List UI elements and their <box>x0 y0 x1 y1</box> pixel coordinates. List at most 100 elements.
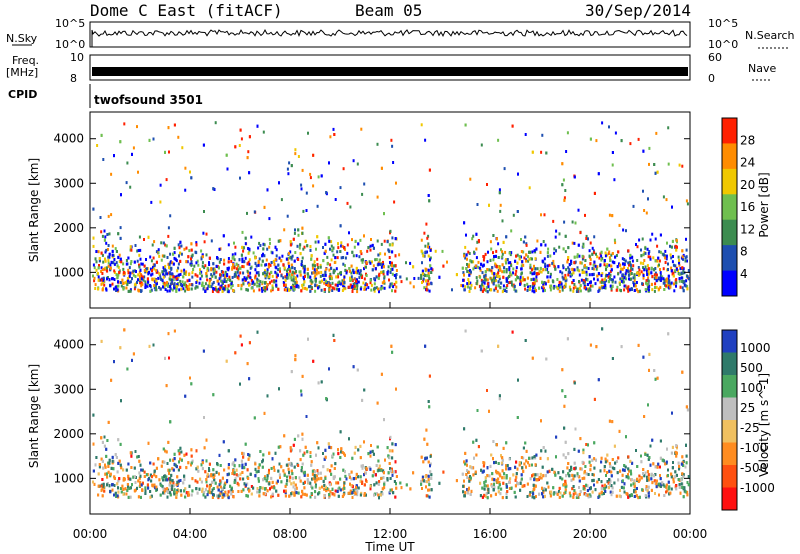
heatmap-cell <box>506 284 509 287</box>
heatmap-cell <box>342 262 345 266</box>
heatmap-cell <box>195 251 198 255</box>
heatmap-cell <box>470 283 473 287</box>
heatmap-cell <box>192 268 195 271</box>
heatmap-cell <box>420 238 423 242</box>
heatmap-cell <box>382 265 385 269</box>
heatmap-cell <box>524 287 527 291</box>
nave-label: Nave <box>748 62 776 75</box>
heatmap-cell <box>393 200 396 204</box>
heatmap-cell <box>668 279 671 283</box>
heatmap-cell <box>179 273 182 276</box>
heatmap-cell <box>646 272 649 276</box>
heatmap-cell <box>615 254 618 257</box>
heatmap-cell <box>173 251 176 255</box>
heatmap-cell <box>538 286 541 290</box>
heatmap-cell <box>568 263 571 267</box>
heatmap-cell <box>356 290 359 294</box>
heatmap-cell <box>552 259 555 263</box>
heatmap-cell <box>664 249 667 253</box>
heatmap-cell <box>648 146 651 150</box>
heatmap-cell <box>579 284 582 288</box>
heatmap-cell <box>421 272 424 276</box>
heatmap-cell <box>625 269 628 273</box>
heatmap-cell <box>150 200 153 204</box>
heatmap-cell <box>389 267 392 271</box>
heatmap-cell <box>303 280 306 284</box>
heatmap-cell <box>604 251 607 255</box>
heatmap-cell <box>309 289 312 293</box>
heatmap-cell <box>223 279 226 283</box>
heatmap-cell <box>655 286 658 289</box>
heatmap-cell <box>624 272 627 276</box>
heatmap-cell <box>484 252 487 256</box>
heatmap-cell <box>375 258 378 261</box>
heatmap-cell <box>592 249 595 253</box>
colorbar-segment <box>722 219 737 246</box>
heatmap-cell <box>108 232 111 236</box>
heatmap-cell <box>603 286 605 289</box>
heatmap-cell <box>277 263 280 267</box>
heatmap-cell <box>578 280 580 283</box>
heatmap-cell <box>309 176 312 180</box>
heatmap-cell <box>529 257 532 261</box>
nsky-trace <box>91 29 688 47</box>
heatmap-cell <box>208 261 210 265</box>
heatmap-cell <box>464 245 467 249</box>
heatmap-cell <box>92 207 95 211</box>
heatmap-cell <box>398 253 401 257</box>
heatmap-cell <box>531 150 534 154</box>
heatmap-cell <box>608 272 611 276</box>
heatmap-cell <box>127 271 130 275</box>
heatmap-cell <box>543 213 546 217</box>
heatmap-cell <box>351 268 354 272</box>
heatmap-cell <box>632 204 635 208</box>
heatmap-cell <box>468 290 471 293</box>
colorbar-tick-label: 4 <box>740 267 748 281</box>
heatmap-cell <box>581 271 584 274</box>
heatmap-cell <box>382 270 385 274</box>
heatmap-cell <box>117 255 120 259</box>
heatmap-cell <box>340 241 343 245</box>
heatmap-cell <box>619 277 622 281</box>
heatmap-cell <box>532 277 535 281</box>
heatmap-cell <box>231 276 234 279</box>
heatmap-cell <box>669 253 672 257</box>
heatmap-cell <box>372 246 375 250</box>
heatmap-cell <box>190 248 193 252</box>
heatmap-cell <box>146 277 149 281</box>
heatmap-cell <box>479 288 482 292</box>
heatmap-cell <box>111 244 114 248</box>
heatmap-cell <box>257 273 260 277</box>
heatmap-cell <box>138 270 141 274</box>
heatmap-cell <box>164 264 167 268</box>
station-title: Dome C East (fitACF) <box>90 1 283 20</box>
heatmap-cell <box>323 289 326 293</box>
heatmap-cell <box>155 250 158 254</box>
heatmap-cell <box>429 248 432 252</box>
heatmap-cell <box>295 280 298 284</box>
heatmap-cell <box>246 156 249 160</box>
heatmap-cell <box>594 282 597 286</box>
heatmap-cell <box>511 124 514 128</box>
heatmap-cell <box>196 259 199 263</box>
heatmap-cell <box>620 279 623 283</box>
heatmap-cell <box>125 262 128 266</box>
heatmap-cell <box>239 176 241 180</box>
heatmap-cell <box>500 255 503 259</box>
heatmap-cell <box>329 247 331 251</box>
heatmap-cell <box>654 271 657 275</box>
heatmap-cell <box>317 271 320 275</box>
beam-title: Beam 05 <box>355 1 422 20</box>
heatmap-cell <box>196 274 199 278</box>
heatmap-cell <box>641 282 644 286</box>
heatmap-cell <box>145 258 147 261</box>
heatmap-cell <box>469 281 472 285</box>
heatmap-cell <box>221 281 224 285</box>
heatmap-cell <box>466 269 469 273</box>
heatmap-cell <box>521 278 524 282</box>
heatmap-cell <box>190 287 193 291</box>
heatmap-cell <box>561 271 564 275</box>
heatmap-cell <box>149 284 152 287</box>
heatmap-cell <box>107 261 110 265</box>
heatmap-cell <box>172 278 175 282</box>
